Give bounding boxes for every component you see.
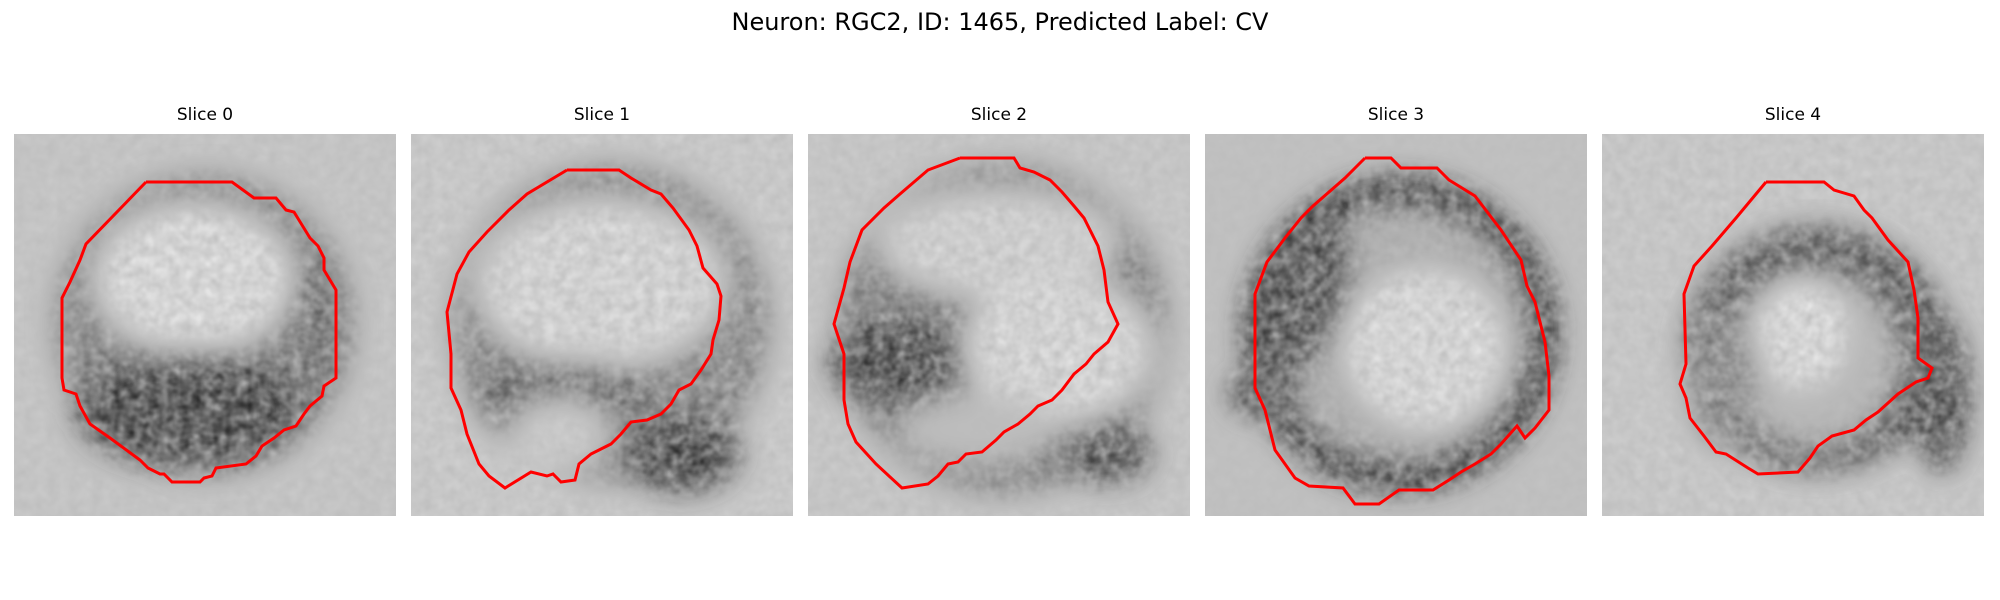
slice-title-4: Slice 4 [1764,105,1822,125]
cell-outline-1 [445,168,723,490]
slice-title-2: Slice 2 [970,105,1028,125]
cell-outline-4 [1678,180,1934,476]
slice-panel-1: Slice 1 [411,104,793,518]
slice-title-0: Slice 0 [176,105,234,125]
slice-image-1 [411,134,793,516]
cell-outline-3 [1253,156,1551,506]
slice-title-3: Slice 3 [1367,105,1425,125]
cell-outline-2 [832,156,1120,490]
slice-title-1: Slice 1 [573,105,631,125]
slice-panel-2: Slice 2 [808,104,1190,518]
cell-outline-0 [60,180,338,484]
slice-image-0 [14,134,396,516]
slice-image-2 [808,134,1190,516]
slice-panel-4: Slice 4 [1602,104,1984,518]
slice-panel-0: Slice 0 [14,104,396,518]
slice-image-4 [1602,134,1984,516]
figure-title: Neuron: RGC2, ID: 1465, Predicted Label:… [731,8,1269,36]
slice-panel-3: Slice 3 [1205,104,1587,518]
slice-image-3 [1205,134,1587,516]
